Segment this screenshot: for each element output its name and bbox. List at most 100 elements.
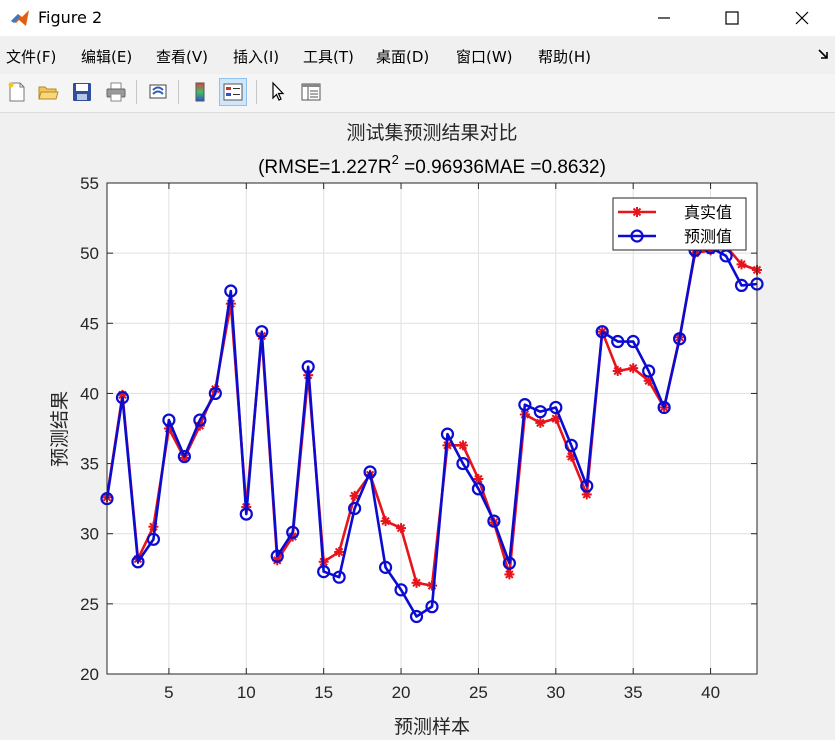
data-point [115, 391, 130, 405]
series-line [105, 246, 758, 618]
data-point [518, 398, 532, 412]
data-point [162, 413, 176, 427]
x-tick-label: 35 [624, 683, 643, 702]
matlab-logo-icon [11, 10, 29, 26]
legend-icon [223, 83, 243, 101]
link-plot-button[interactable] [144, 78, 172, 106]
series-predicted [100, 240, 764, 624]
window-title: Figure 2 [38, 8, 103, 27]
data-point [131, 555, 145, 569]
close-icon [795, 11, 809, 25]
data-point [734, 278, 749, 293]
menu-window[interactable]: 窗口(W) [456, 48, 513, 66]
data-point [349, 490, 360, 501]
y-tick-labels: 20 25 30 35 40 45 50 55 [80, 174, 99, 684]
save-button[interactable] [68, 78, 96, 106]
open-file-button[interactable] [34, 78, 62, 106]
data-point [224, 284, 238, 298]
menu-view[interactable]: 查看(V) [156, 48, 208, 66]
y-tick-label: 25 [80, 595, 99, 614]
data-point [146, 532, 161, 546]
data-point [239, 507, 253, 521]
data-point [334, 546, 345, 557]
new-figure-button[interactable] [3, 78, 31, 106]
legend-label: 预测值 [684, 227, 732, 246]
toolbar-separator [256, 80, 257, 104]
menu-bar: 文件(F) 编辑(E) 查看(V) 插入(I) 工具(T) 桌面(D) 窗口(W… [0, 42, 835, 70]
property-inspector-button[interactable] [297, 78, 325, 106]
print-button[interactable] [102, 78, 130, 106]
data-point [255, 325, 269, 339]
link-plot-icon [149, 84, 167, 99]
legend-entry: 真实值 [618, 203, 732, 222]
open-file-icon [38, 86, 59, 100]
data-point [457, 440, 468, 451]
data-point [456, 456, 470, 471]
menu-insert[interactable]: 插入(I) [233, 48, 280, 66]
axes-box [106, 182, 758, 675]
legend-label: 真实值 [684, 203, 732, 222]
menu-file[interactable]: 文件(F) [6, 48, 57, 66]
data-point [502, 556, 516, 570]
data-point [736, 259, 747, 270]
figure-canvas: 5 10 15 20 25 30 35 40 20 25 30 35 40 45 50 55 测试集预测结果… [0, 113, 835, 740]
legend-button[interactable] [219, 78, 247, 106]
data-point [535, 417, 546, 428]
data-point [177, 449, 191, 464]
data-point [301, 360, 315, 374]
toolbar-separator [136, 80, 137, 104]
series-layer [100, 240, 764, 624]
data-point [642, 364, 656, 378]
close-button[interactable] [770, 0, 834, 36]
dock-arrow-icon[interactable] [817, 48, 829, 60]
data-point [549, 400, 563, 415]
x-axis-label: 预测样本 [394, 716, 470, 738]
x-tick-label: 15 [314, 683, 333, 702]
data-point [564, 438, 578, 452]
y-tick-label: 30 [80, 525, 99, 544]
legend-marker [632, 207, 642, 217]
y-tick-label: 55 [80, 174, 99, 193]
data-point [440, 427, 455, 441]
data-point [348, 501, 362, 516]
data-point [270, 549, 284, 563]
maximize-icon [725, 11, 739, 25]
colorbar-button[interactable] [186, 78, 214, 106]
x-tick-label: 40 [701, 683, 720, 702]
menu-help[interactable]: 帮助(H) [538, 48, 591, 66]
data-point [378, 560, 393, 574]
data-point [317, 564, 331, 579]
save-icon [73, 83, 91, 101]
data-point [673, 332, 687, 346]
data-point [363, 465, 377, 479]
data-point [533, 405, 547, 419]
y-axis-label: 预测结果 [49, 391, 71, 467]
x-tick-labels: 5 10 15 20 25 30 35 40 [164, 683, 720, 702]
subtitle-superscript: 2 [392, 152, 399, 167]
print-icon [106, 82, 126, 102]
menu-tools[interactable]: 工具(T) [303, 48, 354, 66]
data-point [286, 525, 300, 539]
data-point [193, 413, 207, 427]
y-tick-label: 50 [80, 244, 99, 263]
data-point [409, 609, 424, 624]
data-point [504, 569, 515, 580]
colorbar-icon [195, 82, 205, 102]
data-point [612, 365, 623, 376]
toolbar-separator [178, 80, 179, 104]
minimize-button[interactable] [632, 0, 696, 36]
figure-toolbar [0, 74, 835, 113]
x-tick-label: 25 [469, 683, 488, 702]
data-point [394, 583, 408, 597]
data-point [208, 386, 222, 401]
data-point [411, 577, 422, 588]
menu-desktop[interactable]: 桌面(D) [376, 48, 430, 66]
maximize-button[interactable] [700, 0, 764, 36]
data-point [626, 334, 640, 349]
new-figure-icon [8, 82, 25, 102]
menu-edit[interactable]: 编辑(E) [81, 48, 133, 66]
x-tick-label: 5 [164, 683, 173, 702]
x-tick-label: 10 [237, 683, 256, 702]
pointer-button[interactable] [264, 78, 292, 106]
